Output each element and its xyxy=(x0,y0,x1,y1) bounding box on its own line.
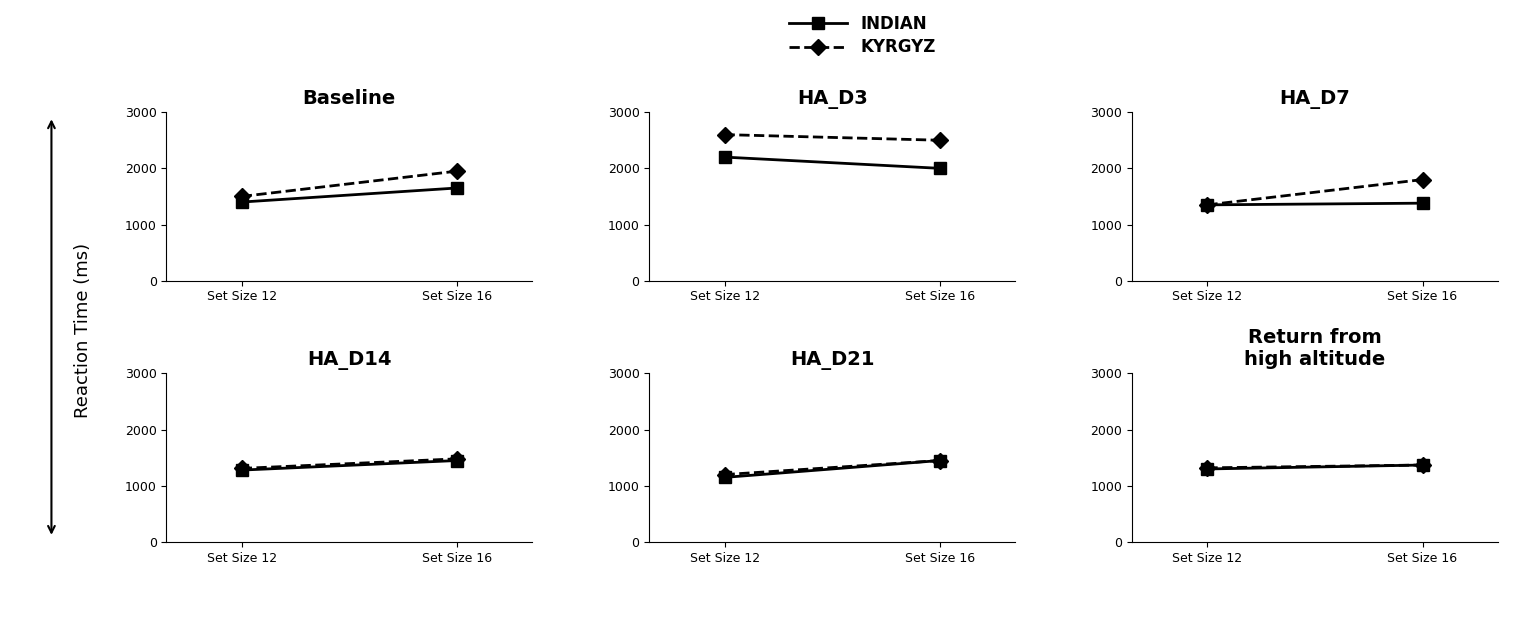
Title: Baseline: Baseline xyxy=(303,89,396,108)
Title: Return from
high altitude: Return from high altitude xyxy=(1244,328,1386,369)
Title: HA_D14: HA_D14 xyxy=(307,351,392,370)
Title: HA_D21: HA_D21 xyxy=(790,351,875,370)
Legend: INDIAN, KYRGYZ: INDIAN, KYRGYZ xyxy=(788,14,937,57)
Title: HA_D3: HA_D3 xyxy=(797,90,867,109)
Title: HA_D7: HA_D7 xyxy=(1280,90,1351,109)
Text: Reaction Time (ms): Reaction Time (ms) xyxy=(74,242,92,418)
